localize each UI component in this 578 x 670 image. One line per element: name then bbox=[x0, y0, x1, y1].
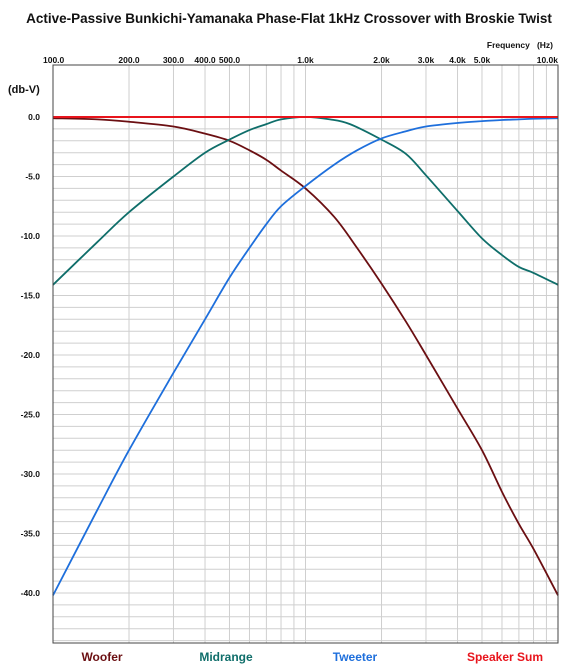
series-lines bbox=[52, 116, 559, 596]
legend-item-woofer: Woofer bbox=[81, 650, 122, 664]
y-tick-labels: 0.0 -5.0 -10.0 -15.0 -20.0 -25.0 -30.0 -35.0 -40… bbox=[21, 112, 41, 598]
legend-item-tweeter: Tweeter bbox=[333, 650, 378, 664]
series-line-tweeter bbox=[52, 117, 559, 596]
x-tick-label: 1.0k bbox=[297, 55, 314, 65]
legend: Woofer Midrange Tweeter Speaker Sum bbox=[81, 650, 543, 664]
y-tick-label: 0.0 bbox=[28, 112, 40, 122]
x-tick-label: 400.0 bbox=[194, 55, 216, 65]
chart-title: Active-Passive Bunkichi-Yamanaka Phase-F… bbox=[26, 11, 552, 26]
y-tick-label: -10.0 bbox=[21, 231, 41, 241]
x-tick-label: 100.0 bbox=[43, 55, 65, 65]
x-tick-label: 4.0k bbox=[449, 55, 466, 65]
series-line-midrange bbox=[52, 116, 559, 286]
plot-frame bbox=[52, 64, 559, 644]
y-tick-label: -30.0 bbox=[21, 469, 41, 479]
y-tick-label: -15.0 bbox=[21, 291, 41, 301]
legend-item-speaker-sum: Speaker Sum bbox=[467, 650, 543, 664]
x-axis-label: Frequency (Hz) bbox=[487, 40, 553, 50]
series-line-woofer bbox=[52, 117, 559, 596]
legend-item-midrange: Midrange bbox=[199, 650, 253, 664]
x-tick-label: 2.0k bbox=[373, 55, 390, 65]
y-tick-label: -20.0 bbox=[21, 350, 41, 360]
y-axis-label: (db-V) bbox=[8, 84, 40, 96]
y-tick-label: -25.0 bbox=[21, 410, 41, 420]
x-tick-label: 3.0k bbox=[418, 55, 435, 65]
plot-grid bbox=[52, 65, 558, 643]
x-tick-label: 5.0k bbox=[474, 55, 491, 65]
x-tick-label: 10.0k bbox=[537, 55, 559, 65]
x-tick-label: 500.0 bbox=[219, 55, 241, 65]
x-tick-label: 300.0 bbox=[163, 55, 185, 65]
x-tick-label: 200.0 bbox=[118, 55, 140, 65]
x-tick-labels: 100.0 200.0 300.0 400.0 500.0 1.0k 2.0k 3.0k 4.0… bbox=[43, 55, 558, 65]
y-tick-label: -5.0 bbox=[25, 172, 40, 182]
y-tick-label: -40.0 bbox=[21, 588, 41, 598]
y-tick-label: -35.0 bbox=[21, 529, 41, 539]
